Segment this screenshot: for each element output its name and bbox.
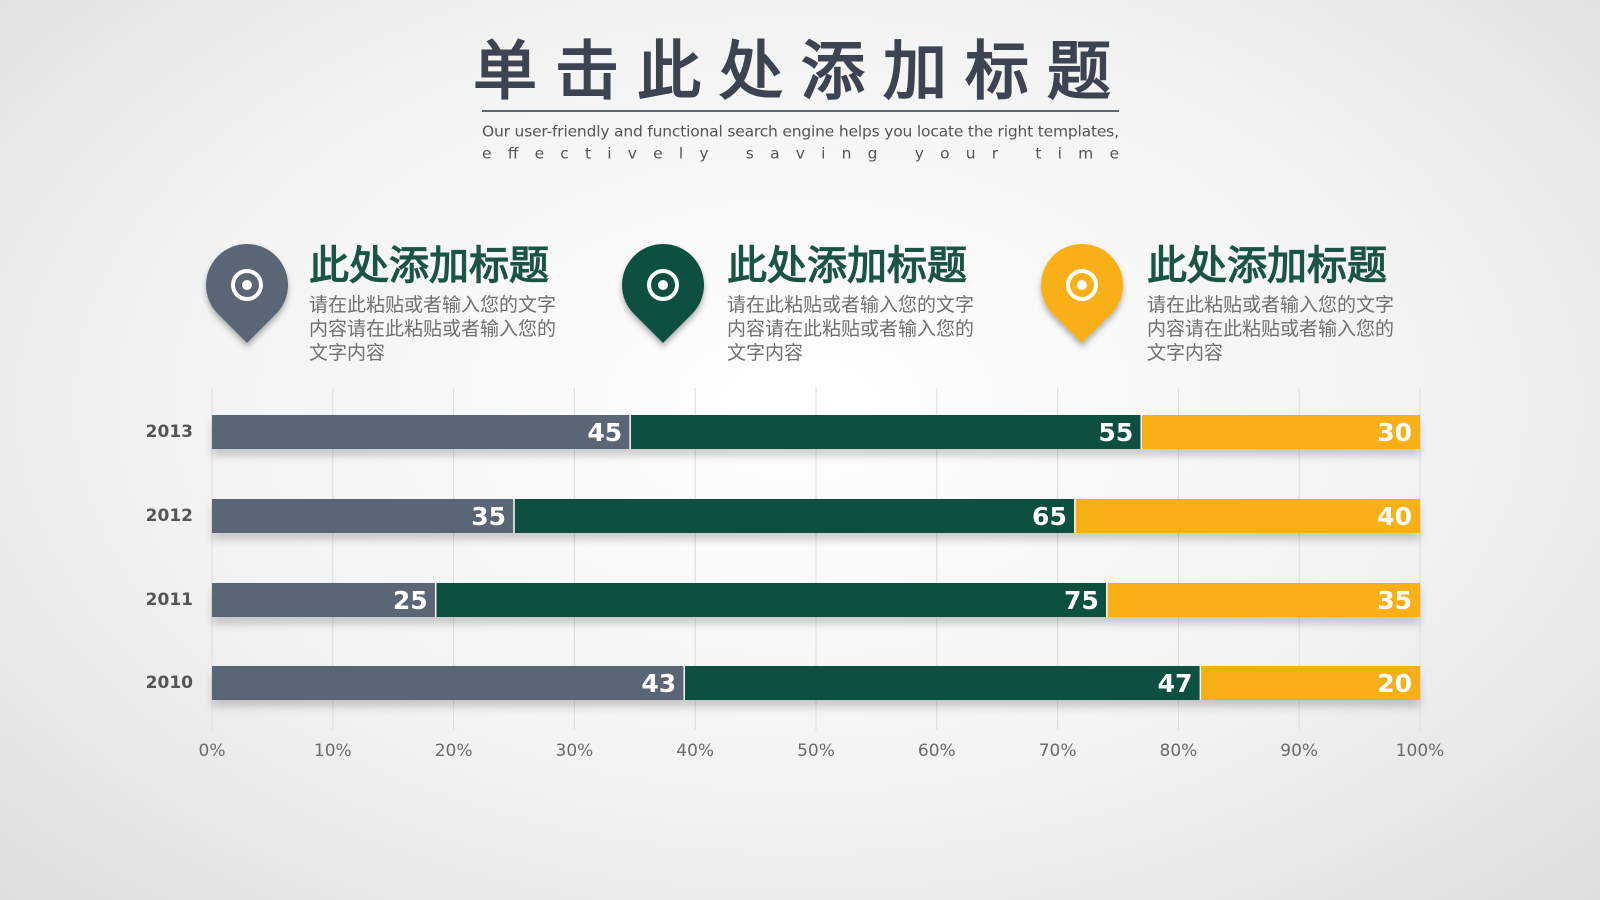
data-label: 55	[1098, 418, 1133, 447]
x-tick-label: 80%	[1160, 741, 1198, 761]
bar-segment	[514, 499, 1075, 533]
card-text: 请在此粘贴或者输入您的文字内容请在此粘贴或者输入您的文字内容	[1147, 294, 1395, 364]
pin-glyph-dot	[658, 280, 668, 290]
bar-segment	[212, 666, 685, 700]
y-tick-label: 2010	[146, 673, 193, 693]
x-tick-label: 60%	[918, 741, 956, 761]
x-tick-label: 10%	[314, 741, 352, 761]
bar-segment	[212, 415, 631, 449]
bar-segment	[630, 415, 1142, 449]
bar-row	[212, 583, 1420, 617]
data-label: 35	[471, 502, 506, 531]
pin-icon	[205, 244, 288, 343]
data-label: 40	[1377, 502, 1412, 531]
pin-glyph-dot	[242, 280, 252, 290]
data-label: 75	[1064, 586, 1099, 615]
data-label: 43	[641, 669, 676, 698]
pin-icon	[622, 244, 704, 343]
bar-segment	[1200, 666, 1420, 700]
data-label: 20	[1377, 669, 1412, 698]
bar-row	[212, 666, 1420, 700]
slide-title: 单击此处添加标题	[473, 36, 1129, 110]
bar-segment	[1106, 583, 1420, 617]
bar-segment	[212, 583, 436, 617]
card-body: 请在此粘贴或者输入您的文字内容请在此粘贴或者输入您的文字内容	[1147, 294, 1395, 364]
card-text: 请在此粘贴或者输入您的文字内容请在此粘贴或者输入您的文字内容	[309, 294, 557, 364]
subtitle-line: Our user-friendly and functional search …	[482, 123, 1119, 141]
card-body: 请在此粘贴或者输入您的文字内容请在此粘贴或者输入您的文字内容	[727, 294, 975, 364]
bar-segment	[1141, 415, 1420, 449]
bar-segment	[212, 499, 514, 533]
y-tick-label: 2013	[146, 422, 193, 442]
bar-segment	[1074, 499, 1420, 533]
bar-segment	[435, 583, 1107, 617]
bar-segment	[684, 666, 1201, 700]
x-tick-label: 40%	[676, 741, 714, 761]
card-text: 请在此粘贴或者输入您的文字内容请在此粘贴或者输入您的文字内容	[727, 294, 975, 364]
bar-row	[212, 499, 1420, 533]
bar-row	[212, 415, 1420, 449]
data-label: 47	[1158, 669, 1193, 698]
data-label: 45	[587, 418, 622, 447]
data-label: 35	[1377, 586, 1412, 615]
y-tick-label: 2011	[146, 590, 193, 610]
data-label: 30	[1377, 418, 1412, 447]
y-tick-label: 2012	[146, 506, 193, 526]
card-title: 此处添加标题	[1147, 243, 1387, 289]
data-label: 25	[393, 586, 428, 615]
pin-glyph	[647, 269, 679, 301]
pin-glyph-dot	[1077, 280, 1087, 290]
x-tick-label: 90%	[1280, 741, 1318, 761]
data-label: 65	[1032, 502, 1067, 531]
card-body: 请在此粘贴或者输入您的文字内容请在此粘贴或者输入您的文字内容	[309, 294, 557, 364]
x-tick-label: 100%	[1396, 741, 1445, 761]
pin-glyph	[231, 269, 263, 301]
x-tick-label: 30%	[556, 741, 594, 761]
x-tick-label: 70%	[1039, 741, 1077, 761]
pin-icon	[1041, 243, 1123, 343]
card-title: 此处添加标题	[309, 243, 549, 289]
x-tick-label: 0%	[199, 741, 226, 761]
x-tick-label: 20%	[435, 741, 473, 761]
subtitle-line: effectively saving your time	[482, 145, 1119, 163]
x-tick-label: 50%	[797, 741, 835, 761]
card-title: 此处添加标题	[727, 243, 967, 289]
pin-glyph	[1066, 269, 1098, 301]
